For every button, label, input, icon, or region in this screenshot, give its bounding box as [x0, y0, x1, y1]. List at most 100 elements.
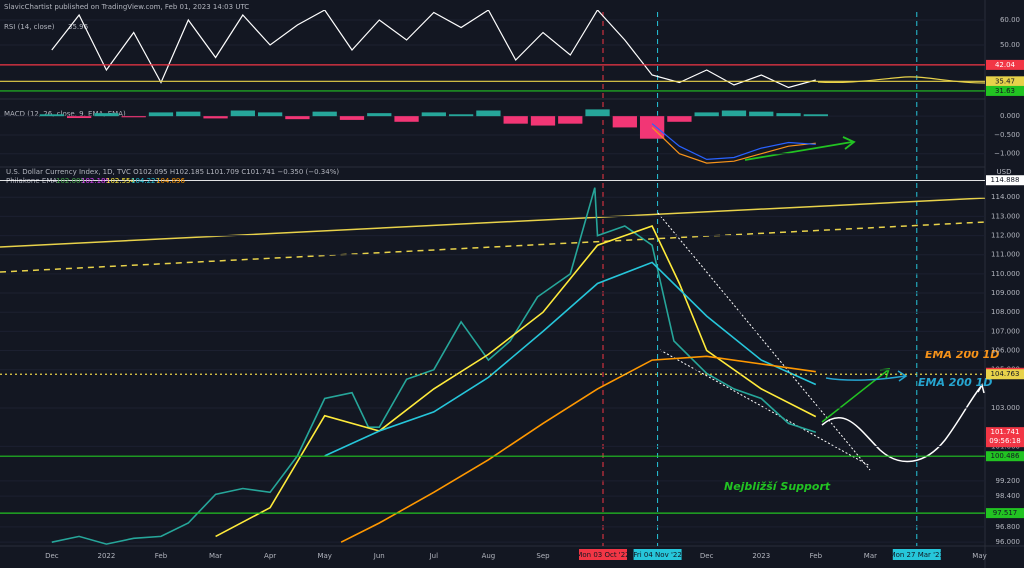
histogram-bar: [257, 112, 283, 117]
rsi-value: 35.96: [68, 23, 89, 31]
arrow-head: [842, 136, 856, 150]
y-tick-label: 60.00: [1000, 16, 1020, 24]
y-tick-label: 106.000: [991, 347, 1020, 355]
y-tick-label: −0.500: [994, 131, 1020, 139]
histogram-bar: [421, 112, 446, 117]
channel-line: [657, 212, 871, 471]
x-tick-label: Mar: [864, 552, 877, 560]
price-box: [986, 76, 1024, 87]
indicator-value: 104.227: [131, 177, 160, 185]
y-tick-label: −1.000: [994, 150, 1020, 158]
y-tick-label: 96.800: [996, 523, 1021, 531]
histogram-bar: [694, 112, 719, 117]
panel: [0, 10, 985, 92]
rsi-title: RSI (14, close): [4, 23, 55, 31]
countdown: 09:56:18: [989, 437, 1020, 445]
arrow-head: [977, 383, 985, 394]
unit: USD: [997, 168, 1012, 176]
date-marker-label: Fri 04 Nov '22: [633, 551, 681, 559]
series-line: [324, 261, 817, 457]
annotation: Nejbližší Support: [724, 480, 831, 493]
price-box: [986, 85, 1024, 96]
y-tick-label: 99.200: [996, 477, 1021, 485]
indicator-value: 102.005: [56, 177, 85, 185]
date-marker-box: [892, 549, 941, 560]
y-tick-label: 108.000: [991, 308, 1020, 316]
histogram-bar: [667, 116, 692, 122]
histogram-bar: [612, 116, 637, 128]
x-tick-label: Jul: [429, 552, 439, 560]
price-box-label: 101.741: [991, 428, 1020, 436]
price-box: [986, 451, 1024, 462]
x-tick-label: Apr: [264, 552, 276, 560]
header: SlavicChartist published on TradingView.…: [4, 3, 249, 11]
histogram-bar: [448, 114, 474, 117]
histogram-bar: [94, 113, 119, 117]
y-tick-label: 103.000: [991, 404, 1020, 412]
histogram-bar: [203, 116, 228, 119]
histogram-bar: [148, 112, 174, 117]
histogram-bar: [312, 111, 337, 117]
histogram-bar: [776, 113, 801, 117]
indicator-value: 102.554: [106, 177, 135, 185]
y-tick-label: 107.000: [991, 327, 1020, 335]
indicator-value: 104.896: [156, 177, 185, 185]
histogram-bar: [585, 109, 610, 117]
histogram-bar: [558, 116, 583, 124]
projection-curve: [821, 384, 983, 463]
indicator-title: Philakone EMA: [6, 177, 57, 185]
date-marker-label: Mon 27 Mar '23: [890, 551, 944, 559]
x-tick-label: Mar: [209, 552, 222, 560]
price-box: [986, 427, 1024, 448]
panel: [0, 180, 985, 545]
y-tick-label: 110.000: [991, 270, 1020, 278]
x-tick-label: Aug: [482, 552, 496, 560]
x-tick-label: 2022: [97, 552, 115, 560]
x-tick-label: Feb: [155, 552, 168, 560]
x-tick-label: Dec: [700, 552, 714, 560]
price-box-label: 35.47: [995, 77, 1015, 85]
histogram-bar: [121, 116, 146, 118]
price-box-label: 114.888: [991, 176, 1020, 184]
x-tick-label: Feb: [810, 552, 823, 560]
price-box-label: 31.63: [995, 87, 1015, 95]
histogram-bar: [230, 110, 255, 117]
x-tick-label: Dec: [45, 552, 59, 560]
series-line: [215, 225, 817, 538]
histogram-bar: [476, 110, 501, 117]
series-line: [340, 355, 816, 543]
date-marker-box: [579, 549, 628, 560]
date-marker-label: Mon 03 Oct '22: [576, 551, 629, 559]
arrow: [744, 141, 853, 161]
price-box-label: 42.04: [995, 61, 1016, 69]
histogram-bar: [339, 116, 365, 120]
histogram-bar: [176, 111, 201, 117]
price-box-label: 100.486: [991, 452, 1020, 460]
arrow-head: [897, 370, 908, 382]
price-title: U.S. Dollar Currency Index, 1D, TVC O102…: [6, 168, 339, 176]
series-line: [651, 123, 816, 161]
y-tick-label: 96.000: [996, 538, 1021, 546]
histogram-bar: [749, 111, 774, 117]
x-tick-label: 2023: [752, 552, 770, 560]
histogram-bar: [367, 113, 392, 117]
x-tick-label: Jun: [373, 552, 385, 560]
series-line: [651, 126, 816, 164]
price-box: [986, 59, 1024, 70]
y-tick-label: 0.000: [1000, 112, 1020, 120]
histogram-bar: [503, 116, 528, 124]
drawings: [602, 12, 918, 546]
x-tick-label: May: [972, 552, 986, 560]
y-tick-label: 109.000: [991, 289, 1020, 297]
y-tick-label: 113.000: [991, 212, 1020, 220]
series-line: [51, 187, 817, 545]
histogram-bar: [39, 114, 64, 117]
price-box: [986, 369, 1024, 380]
y-tick-label: 111.000: [991, 251, 1020, 259]
price-box-label: 104.763: [991, 370, 1020, 378]
y-tick-label: 114.000: [991, 193, 1020, 201]
annotation: EMA 200 1D: [925, 348, 999, 361]
annotation: EMA 200 1D: [918, 376, 992, 389]
